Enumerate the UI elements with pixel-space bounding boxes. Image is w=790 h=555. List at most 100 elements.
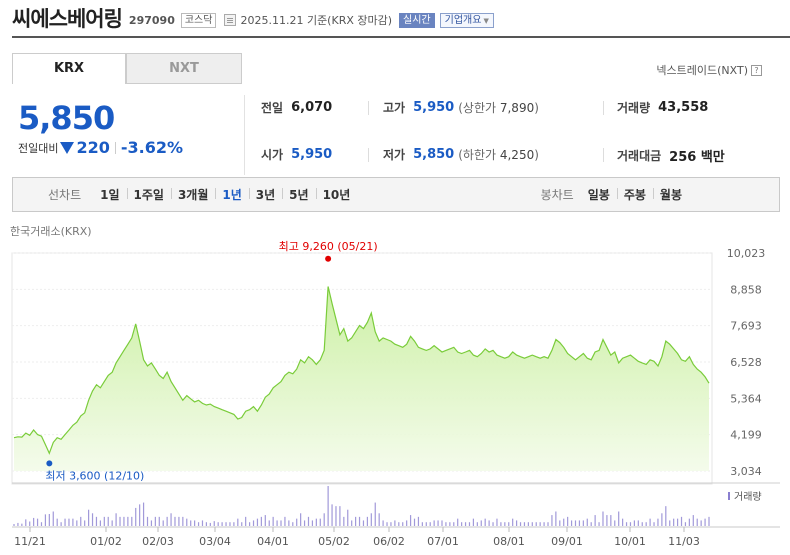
volume-bar — [398, 522, 400, 526]
volume-bar — [492, 522, 494, 526]
volume-bar — [539, 522, 541, 526]
volume-bar — [578, 520, 581, 526]
volume-bar — [366, 516, 368, 526]
volume-bar — [704, 518, 706, 526]
volume-bar — [464, 522, 467, 526]
volume-bar — [107, 516, 109, 526]
x-tick-label: 04/01 — [257, 535, 289, 548]
volume-bar — [56, 518, 58, 526]
volume-bar — [484, 518, 486, 526]
stat-volume: 거래량 43,558 — [617, 99, 708, 116]
volume-bar — [551, 515, 553, 526]
period-5y-button[interactable]: 5년 — [282, 186, 315, 203]
change-label: 전일대비 — [18, 141, 59, 155]
volume-bar — [355, 516, 357, 526]
y-tick-label: 5,364 — [730, 392, 762, 405]
volume-bar — [174, 516, 176, 526]
period-1w-button[interactable]: 1주일 — [126, 186, 171, 203]
volume-bar — [115, 513, 117, 526]
volume-bar — [64, 518, 66, 526]
tab-nxt[interactable]: NXT — [126, 53, 242, 84]
company-overview-button[interactable]: 기업개요 ▼ — [439, 12, 494, 28]
volume-bar — [378, 513, 380, 526]
volume-bar — [358, 516, 361, 526]
volume-bar — [402, 522, 404, 526]
stat-label: 거래대금 — [617, 149, 662, 163]
upper-value: 7,890 — [499, 101, 535, 115]
volume-bar — [413, 518, 416, 526]
volume-bar — [60, 522, 62, 526]
period-1y-button[interactable]: 1년 — [215, 186, 248, 203]
tab-krx[interactable]: KRX — [12, 53, 126, 84]
volume-bar — [284, 516, 286, 526]
volume-bar — [633, 520, 635, 526]
volume-bar — [629, 522, 632, 526]
volume-bar — [657, 518, 659, 526]
volume-bar — [76, 520, 78, 526]
volume-bar — [170, 513, 172, 526]
volume-bar — [111, 520, 113, 526]
help-icon[interactable]: ? — [751, 64, 762, 76]
stat-label: 고가 — [383, 101, 406, 115]
volume-bar — [347, 509, 349, 526]
period-1d-button[interactable]: 1일 — [100, 188, 120, 202]
low-marker — [46, 460, 53, 467]
volume-bar — [441, 520, 443, 526]
page-header: 씨에스베어링 297090 코스닥 2025.11.21 기준(KRX 장마감)… — [12, 4, 790, 38]
volume-bar — [150, 520, 153, 526]
volume-bar — [374, 502, 376, 526]
volume-bar — [700, 520, 702, 526]
volume-bar — [673, 518, 675, 526]
candle-weekly-button[interactable]: 주봉 — [616, 186, 653, 203]
volume-bar — [197, 522, 200, 526]
volume-bar — [303, 520, 306, 526]
volume-bar — [213, 521, 215, 526]
volume-bar — [496, 518, 498, 526]
volume-bar — [88, 509, 90, 526]
period-3m-button[interactable]: 3개월 — [170, 186, 215, 203]
volume-bar — [523, 522, 526, 526]
volume-bar — [311, 520, 314, 526]
stat-value: 6,070 — [291, 100, 333, 115]
stat-prev: 전일 6,070 — [261, 99, 332, 116]
candle-daily-button[interactable]: 일봉 — [587, 188, 610, 202]
volume-legend-label: 거래량 — [734, 491, 762, 503]
stat-sub: (하한가 4,250) — [458, 148, 539, 162]
x-axis: 11/21 01/02 02/03 03/04 04/01 05/02 06/02 07/01… — [14, 527, 700, 548]
lower-label: 하한가 — [462, 148, 497, 162]
volume-bar — [162, 520, 164, 526]
volume-bar — [457, 518, 459, 526]
x-tick-label: 03/04 — [199, 535, 231, 548]
volume-bar — [676, 518, 679, 526]
volume-bar — [527, 522, 529, 526]
volume-bar — [327, 486, 329, 526]
volume-bar — [264, 515, 266, 526]
x-tick-label: 11/21 — [14, 535, 46, 548]
volume-bar — [201, 520, 204, 526]
price-chart[interactable]: 10,023 8,858 7,693 6,528 5,364 4,199 3,034 최고 … — [0, 240, 790, 555]
volume-bar — [52, 511, 54, 526]
volume-bar — [614, 520, 616, 526]
volume-bar — [95, 516, 98, 526]
volume-bar — [570, 520, 573, 526]
volume-bar — [21, 523, 23, 526]
period-3y-button[interactable]: 3년 — [248, 186, 282, 203]
stat-label: 거래량 — [617, 101, 651, 115]
x-tick-label: 02/03 — [142, 535, 174, 548]
volume-bar — [461, 522, 463, 526]
volume-bar — [84, 520, 86, 526]
period-10y-button[interactable]: 10년 — [315, 186, 358, 203]
volume-legend: 거래량 — [728, 491, 762, 503]
volume-bar — [351, 520, 353, 526]
y-tick-label: 7,693 — [730, 320, 762, 333]
volume-bar — [622, 518, 624, 526]
candle-chart-label: 봉차트 — [540, 188, 574, 202]
realtime-button[interactable]: 실시간 — [399, 12, 435, 28]
candle-monthly-button[interactable]: 월봉 — [652, 186, 689, 203]
volume-bar — [252, 520, 255, 526]
stock-title: 씨에스베어링 — [12, 7, 123, 31]
volume-bar — [292, 522, 294, 526]
line-chart-label: 선차트 — [48, 188, 82, 202]
volume-bar — [127, 516, 129, 526]
volume-bar — [178, 516, 180, 526]
